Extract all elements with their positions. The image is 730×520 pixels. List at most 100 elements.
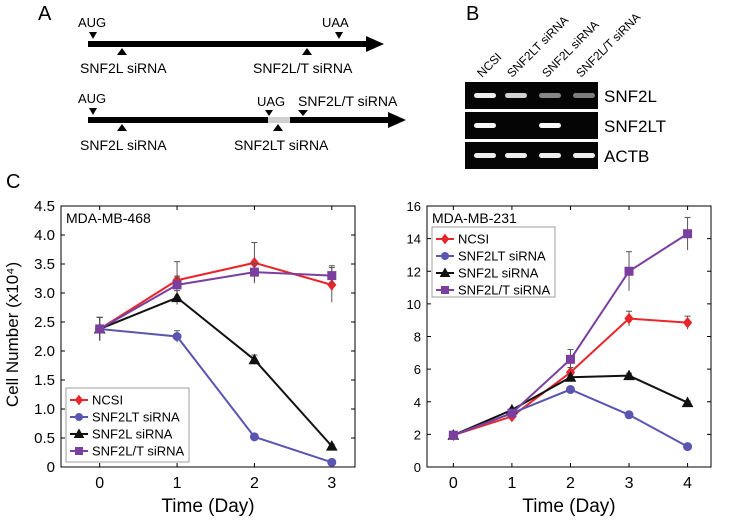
y-tick-label: 3.0 xyxy=(34,285,55,302)
data-point xyxy=(327,271,337,281)
growth-chart-mda-mb-468: 0 0.5 1.0 1.5 2.0 2.5 3.0 3.5 4.0 4.5 0 1 2 3 Time (Da… xyxy=(3,198,356,517)
series-ncsi xyxy=(95,242,337,341)
t2-sirna-mid-label: SNF2LT siRNA xyxy=(234,137,329,153)
legend-label: NCSI xyxy=(458,232,489,247)
data-point xyxy=(448,430,458,440)
legend-label: SNF2L/T siRNA xyxy=(458,283,551,298)
t1-stop-marker xyxy=(335,32,343,39)
t1-sirna-right-label: SNF2L/T siRNA xyxy=(253,60,353,76)
panel-a-label: A xyxy=(38,3,52,25)
y-tick-label: 4 xyxy=(414,395,421,410)
x-tick-label: 2 xyxy=(566,475,575,492)
t2-sirna-right-marker xyxy=(298,110,308,116)
t2-sirna-mid-marker xyxy=(273,124,283,131)
data-point xyxy=(327,457,337,467)
blot-label: ACTB xyxy=(604,147,649,166)
data-point xyxy=(441,286,449,294)
legend-label: SNF2LT siRNA xyxy=(92,410,180,425)
t1-start-marker xyxy=(89,32,97,39)
data-point xyxy=(439,267,451,277)
series-snf2l-t-sirna xyxy=(95,262,337,341)
blot-band xyxy=(474,153,496,158)
series-snf2l-t-sirna xyxy=(448,216,693,440)
data-point xyxy=(248,353,261,365)
y-tick-label: 12 xyxy=(407,264,421,279)
blot-band xyxy=(539,123,561,128)
y-tick-label: 3.5 xyxy=(34,256,55,273)
t2-sirna-right-label: SNF2L/T siRNA xyxy=(298,93,398,109)
data-point xyxy=(682,316,693,329)
transcript-1: AUG UAA SNF2L siRNA SNF2L/T siRNA xyxy=(78,15,384,76)
x-tick-label: 4 xyxy=(683,475,692,492)
transcript-2-arrowhead xyxy=(388,112,406,128)
legend: NCSI SNF2LT siRNA SNF2L siRNA SNF2L/T siRNA xyxy=(431,226,556,298)
lane-label: NCSI xyxy=(474,50,504,80)
blot-band xyxy=(539,153,561,158)
x-axis-label: Time (Day) xyxy=(522,496,615,517)
legend-label: SNF2L/T siRNA xyxy=(92,444,185,459)
legend-label: NCSI xyxy=(92,393,123,408)
chart-title: MDA-MB-468 xyxy=(66,210,151,226)
t1-sirna-right-marker xyxy=(302,48,312,55)
y-tick-label: 2.0 xyxy=(34,343,55,360)
data-point xyxy=(565,385,575,395)
series-line xyxy=(452,388,689,448)
x-tick-label: 2 xyxy=(250,475,259,492)
t2-sirna-left-marker xyxy=(117,124,127,131)
series-line xyxy=(99,261,333,330)
x-tick-label: 3 xyxy=(625,475,634,492)
y-tick-label: 16 xyxy=(407,199,421,214)
blot-band xyxy=(474,93,496,98)
y-tick-label: 1.0 xyxy=(34,401,55,418)
series-snf2lt-sirna xyxy=(448,385,693,452)
blot-label: SNF2LT xyxy=(604,117,666,136)
plot-frame xyxy=(60,205,356,468)
blot-band xyxy=(539,93,561,98)
blot-band xyxy=(474,123,496,128)
blot-label: SNF2L xyxy=(604,87,657,106)
lane-label: SNF2LT siRNA xyxy=(504,13,571,80)
y-tick-label: 10 xyxy=(407,297,421,312)
data-point xyxy=(440,233,450,245)
series-line xyxy=(452,374,688,437)
legend-label: SNF2L siRNA xyxy=(458,266,539,281)
t2-stop-marker xyxy=(265,110,273,116)
x-axis-label: Time (Day) xyxy=(161,496,254,517)
series-line xyxy=(99,271,332,330)
data-point xyxy=(507,408,517,418)
blot-band xyxy=(505,93,527,98)
legend-label: SNF2L siRNA xyxy=(92,427,173,442)
data-point xyxy=(325,440,338,451)
transcript-1-arrowhead xyxy=(366,36,384,52)
t1-sirna-left-label: SNF2L siRNA xyxy=(80,60,167,76)
panel-c-label: C xyxy=(6,171,20,193)
data-point xyxy=(565,354,575,364)
data-point xyxy=(624,410,634,420)
data-point xyxy=(624,312,634,325)
series-line xyxy=(99,296,333,447)
data-point xyxy=(75,447,83,455)
data-point xyxy=(249,267,259,277)
y-tick-label: 2 xyxy=(414,427,421,442)
blot-band xyxy=(505,153,527,158)
data-point xyxy=(95,324,105,334)
chart-title: MDA-MB-231 xyxy=(432,210,517,226)
data-point xyxy=(441,252,449,260)
panel-b-label: B xyxy=(466,3,479,25)
data-point xyxy=(683,442,693,452)
data-point xyxy=(171,291,183,303)
y-tick-label: 4.0 xyxy=(34,227,55,244)
x-tick-label: 0 xyxy=(449,475,458,492)
x-tick-label: 1 xyxy=(173,475,182,492)
data-point xyxy=(564,371,577,382)
blot-band xyxy=(573,93,595,98)
y-tick-label: 6 xyxy=(414,362,421,377)
blot-band xyxy=(573,153,595,158)
t2-start-codon: AUG xyxy=(78,91,106,106)
data-point xyxy=(623,369,635,381)
transcript-2-alt-exon xyxy=(268,117,290,123)
t2-sirna-left-label: SNF2L siRNA xyxy=(80,137,167,153)
series-line xyxy=(99,327,333,464)
data-point xyxy=(75,413,83,421)
